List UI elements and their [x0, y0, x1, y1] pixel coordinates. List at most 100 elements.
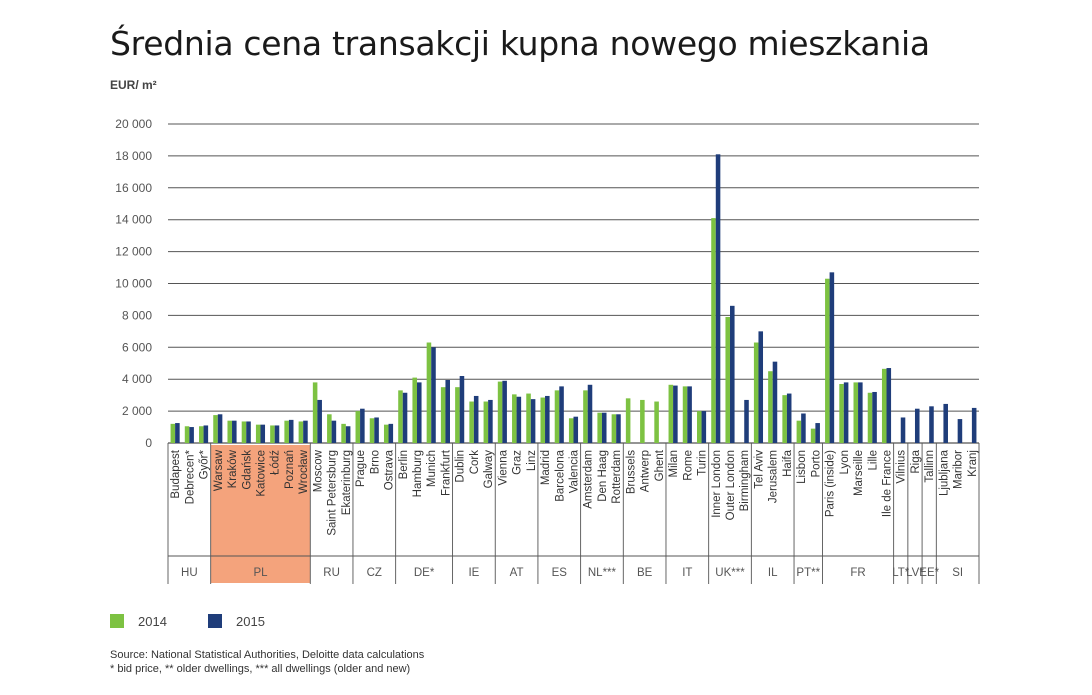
bar-2015 [502, 380, 507, 443]
bar-2014 [597, 412, 602, 443]
x-category-label: Linz [526, 450, 538, 471]
x-category-label: Győr* [199, 449, 211, 479]
x-category-label: Amsterdam [583, 450, 595, 509]
x-category-label: Marseille [853, 450, 865, 496]
bar-2015 [929, 406, 934, 443]
bar-2015 [402, 392, 408, 443]
bar-2015 [886, 368, 892, 443]
bar-2015 [516, 396, 522, 443]
bar-2014 [768, 371, 773, 443]
x-category-label: Den Haag [597, 450, 609, 502]
x-category-label: Tel Aviv [753, 450, 765, 489]
x-category-label: Ekaterinburg [341, 450, 353, 515]
x-category-label: Antwerp [640, 450, 652, 492]
bar-2014 [469, 401, 474, 443]
y-tick-label: 0 [145, 436, 152, 450]
bar-2015 [971, 407, 977, 443]
bar-2015 [957, 419, 963, 443]
bar-2014 [497, 381, 503, 443]
bar-2015 [345, 426, 351, 443]
group-label: FR [850, 567, 865, 579]
bar-2015 [559, 386, 564, 443]
bar-2015 [772, 361, 778, 443]
x-category-label: Łódź [270, 450, 282, 475]
x-category-label: Wrocław [298, 449, 310, 494]
bar-2015 [601, 412, 607, 443]
bar-2014 [184, 426, 190, 443]
x-category-label: Galway [483, 450, 495, 489]
x-category-label: Kraków [227, 449, 239, 488]
bar-2014 [881, 368, 887, 443]
x-category-label: Rotterdam [611, 450, 623, 504]
group-label: RU [323, 567, 340, 579]
x-category-label: Berlin [398, 450, 410, 479]
x-category-label: Vienna [497, 449, 509, 485]
bar-2014 [412, 377, 417, 443]
x-category-label: Riga [910, 449, 922, 473]
bar-2014 [199, 426, 204, 443]
bar-2015 [730, 305, 735, 443]
x-category-label: Ljubljana [938, 449, 950, 496]
group-label: UK*** [715, 567, 745, 579]
group-label: DE* [414, 567, 435, 579]
bar-2014 [554, 390, 560, 443]
y-tick-label: 8 000 [122, 308, 152, 322]
bar-2014 [796, 420, 802, 443]
bar-2014 [298, 421, 304, 443]
x-category-label: Saint Petersburg [327, 450, 339, 536]
bar-2015 [815, 423, 820, 443]
bar-2014 [369, 418, 375, 443]
bar-2015 [801, 413, 806, 443]
x-category-label: Porto [810, 450, 822, 478]
bar-2015 [530, 399, 536, 443]
x-category-label: Brno [369, 450, 381, 474]
bar-2014 [839, 383, 844, 443]
bar-2015 [274, 425, 280, 443]
bar-2014 [355, 411, 361, 443]
bar-2014 [611, 414, 617, 443]
bar-2015 [843, 382, 849, 443]
bar-2015 [473, 395, 479, 443]
bar-2014 [426, 342, 432, 443]
bar-2015 [744, 399, 749, 443]
bar-2015 [246, 421, 251, 443]
group-label: IL [768, 567, 778, 579]
legend-item-2015: 2015 [208, 612, 265, 630]
legend-swatch-2015 [208, 614, 222, 628]
x-category-label: Barcelona [554, 449, 566, 501]
x-category-label: Haifa [782, 449, 794, 476]
bar-2015 [872, 391, 877, 443]
bar-2015 [431, 347, 436, 443]
group-label: IT [682, 567, 692, 579]
bar-2014 [213, 415, 218, 443]
group-label: AT [510, 567, 524, 579]
bar-2014 [227, 420, 233, 443]
bar-2015 [317, 399, 322, 443]
bar-2015 [374, 417, 379, 443]
bar-2015 [858, 382, 863, 443]
bar-2015 [175, 423, 180, 443]
bar-2015 [288, 419, 294, 443]
bar-2015 [715, 154, 721, 443]
bar-2015 [232, 420, 237, 443]
bar-2014 [711, 218, 716, 443]
bar-2015 [914, 408, 920, 443]
bar-2014 [540, 397, 546, 443]
group-label: PT** [796, 567, 820, 579]
bar-2014 [668, 384, 674, 443]
x-category-label: Kranj [967, 450, 979, 477]
legend-item-2014: 2014 [110, 612, 167, 630]
bar-2015 [331, 420, 337, 443]
x-category-label: Frankfurt [440, 449, 452, 496]
bar-2015 [303, 420, 308, 443]
bar-2014 [327, 414, 332, 443]
bar-2015 [943, 403, 948, 443]
x-category-label: Prague [355, 450, 367, 487]
bar-2015 [459, 376, 465, 443]
chart-title: Średnia cena transakcji kupna nowego mie… [110, 24, 930, 63]
bar-2014 [810, 428, 816, 443]
bar-2014 [782, 395, 787, 443]
bar-2014 [512, 394, 517, 443]
group-label: LT* [892, 567, 910, 579]
x-category-label: Warsaw [213, 449, 225, 491]
